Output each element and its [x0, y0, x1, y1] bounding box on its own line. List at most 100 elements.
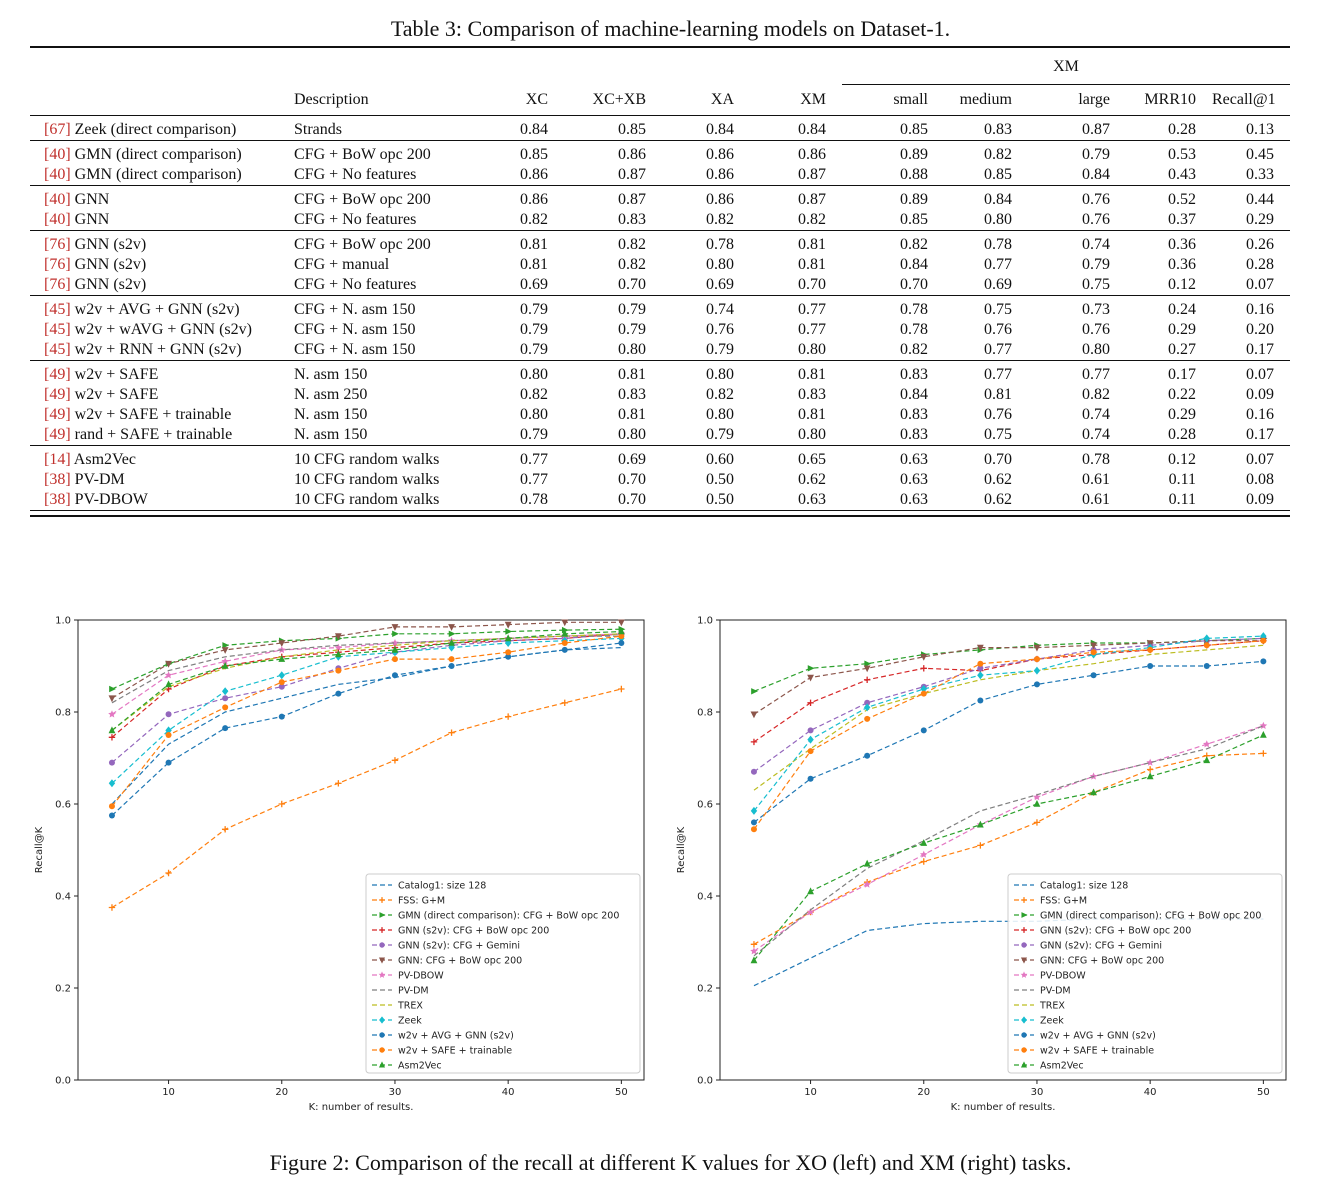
- data-point: [378, 957, 386, 964]
- table-row: [40] GNN CFG + No features 0.82 0.83 0.82 0.8…: [30, 210, 1290, 231]
- citation-link[interactable]: [67]: [44, 121, 71, 138]
- data-point: [807, 887, 814, 895]
- citation-link[interactable]: [45]: [44, 341, 71, 358]
- data-point: [448, 729, 455, 736]
- value-cell: 0.82: [984, 146, 1012, 163]
- legend-item: GMN (direct comparison): CFG + BoW opc 2…: [1014, 911, 1261, 922]
- data-point: [977, 671, 984, 680]
- legend-label: GMN (direct comparison): CFG + BoW opc 2…: [1040, 911, 1261, 922]
- table-row: [40] GNN CFG + BoW opc 200 0.86 0.87 0.86 0.8…: [30, 190, 1290, 210]
- legend-item: FSS: G+M: [372, 896, 445, 907]
- model-name: w2v + RNN + GNN (s2v): [74, 341, 242, 358]
- series-path: [753, 660, 1264, 823]
- value-cell: 0.16: [1246, 406, 1274, 423]
- table-group-header-row: XM: [30, 50, 1290, 85]
- series-line: [108, 640, 625, 819]
- value-cell: 0.82: [1082, 386, 1110, 403]
- value-cell: 0.85: [900, 211, 928, 228]
- value-cell: 0.76: [1082, 211, 1110, 228]
- value-cell: 0.82: [798, 211, 826, 228]
- table-row: [49] w2v + SAFE N. asm 150 0.80 0.81 0.80 0.8…: [30, 365, 1290, 385]
- data-point: [750, 806, 758, 815]
- data-point: [1260, 632, 1267, 641]
- data-point: [165, 732, 172, 738]
- citation-link[interactable]: [45]: [44, 301, 71, 318]
- data-point: [750, 826, 757, 833]
- value-cell: 0.78: [1082, 451, 1110, 468]
- citation-link[interactable]: [40]: [44, 211, 71, 228]
- citation-link[interactable]: [76]: [44, 276, 71, 293]
- value-cell: 0.73: [1082, 301, 1110, 318]
- citation-link[interactable]: [38]: [44, 471, 71, 488]
- citation-link[interactable]: [76]: [44, 236, 71, 253]
- value-cell: 0.82: [706, 211, 734, 228]
- citation-link[interactable]: [49]: [44, 426, 71, 443]
- data-point: [807, 735, 814, 744]
- legend-label: Asm2Vec: [398, 1061, 442, 1072]
- citation-link[interactable]: [14]: [44, 451, 71, 468]
- value-cell: 0.89: [900, 146, 928, 163]
- value-cell: 0.86: [798, 146, 826, 163]
- citation-link[interactable]: [45]: [44, 321, 71, 338]
- data-point: [1033, 793, 1041, 801]
- citation-link[interactable]: [40]: [44, 166, 71, 183]
- model-name: PV-DM: [74, 471, 125, 488]
- value-cell: 0.80: [618, 341, 646, 358]
- data-point: [1020, 1061, 1028, 1068]
- value-cell: 0.63: [900, 491, 928, 508]
- value-cell: 0.69: [520, 276, 548, 293]
- value-cell: 0.28: [1168, 121, 1196, 138]
- value-cell: 0.74: [706, 301, 734, 318]
- value-cell: 0.33: [1246, 166, 1274, 183]
- data-point: [379, 1047, 385, 1053]
- legend-item: GNN (s2v): CFG + Gemini: [372, 941, 520, 952]
- value-cell: 0.76: [984, 321, 1012, 338]
- legend-label: TREX: [397, 1001, 423, 1012]
- x-tick-label: 40: [502, 1087, 515, 1098]
- value-cell: 0.81: [520, 256, 548, 273]
- table-row: [38] PV-DBOW 10 CFG random walks 0.78 0.70 0…: [30, 490, 1290, 511]
- table-row: [76] GNN (s2v) CFG + No features 0.69 0.70 0…: [30, 275, 1290, 296]
- data-point: [618, 685, 625, 693]
- data-point: [863, 676, 871, 683]
- model-cell: [40] GMN (direct comparison): [30, 145, 294, 165]
- legend-item: GMN (direct comparison): CFG + BoW opc 2…: [372, 911, 619, 922]
- model-cell: [76] GNN (s2v): [30, 255, 294, 275]
- data-point: [977, 697, 984, 704]
- value-cell: 0.84: [520, 121, 548, 138]
- y-tick-label: 0.6: [697, 800, 713, 811]
- data-point: [222, 642, 230, 649]
- model-cell: [40] GNN: [30, 210, 294, 231]
- data-point: [750, 711, 758, 719]
- y-tick-label: 0.8: [697, 708, 713, 719]
- citation-link[interactable]: [49]: [44, 366, 71, 383]
- citation-link[interactable]: [40]: [44, 146, 71, 163]
- table-row: [45] w2v + AVG + GNN (s2v) CFG + N. asm 1…: [30, 300, 1290, 320]
- citation-link[interactable]: [38]: [44, 491, 71, 508]
- value-cell: 0.52: [1168, 191, 1196, 208]
- data-point: [920, 850, 928, 858]
- data-point: [1033, 819, 1041, 826]
- y-tick-label: 1.0: [697, 616, 713, 627]
- description-cell: CFG + N. asm 150: [294, 341, 416, 358]
- data-point: [222, 695, 229, 702]
- data-point: [751, 688, 758, 695]
- model-cell: [45] w2v + RNN + GNN (s2v): [30, 340, 294, 361]
- citation-link[interactable]: [40]: [44, 191, 71, 208]
- citation-link[interactable]: [76]: [44, 256, 71, 273]
- data-point: [1021, 942, 1027, 948]
- legend-item: GNN (s2v): CFG + BoW opc 200: [372, 926, 549, 937]
- citation-link[interactable]: [49]: [44, 386, 71, 403]
- data-point: [807, 699, 814, 706]
- model-cell: [40] GNN: [30, 190, 294, 210]
- data-point: [1147, 646, 1154, 653]
- value-cell: 0.17: [1246, 341, 1274, 358]
- citation-link[interactable]: [49]: [44, 406, 71, 423]
- data-point: [164, 671, 173, 679]
- value-cell: 0.76: [1082, 321, 1110, 338]
- data-point: [1259, 731, 1267, 738]
- legend-label: GNN (s2v): CFG + BoW opc 200: [398, 926, 549, 937]
- data-point: [379, 912, 386, 918]
- value-cell: 0.20: [1246, 321, 1274, 338]
- data-point: [561, 640, 568, 646]
